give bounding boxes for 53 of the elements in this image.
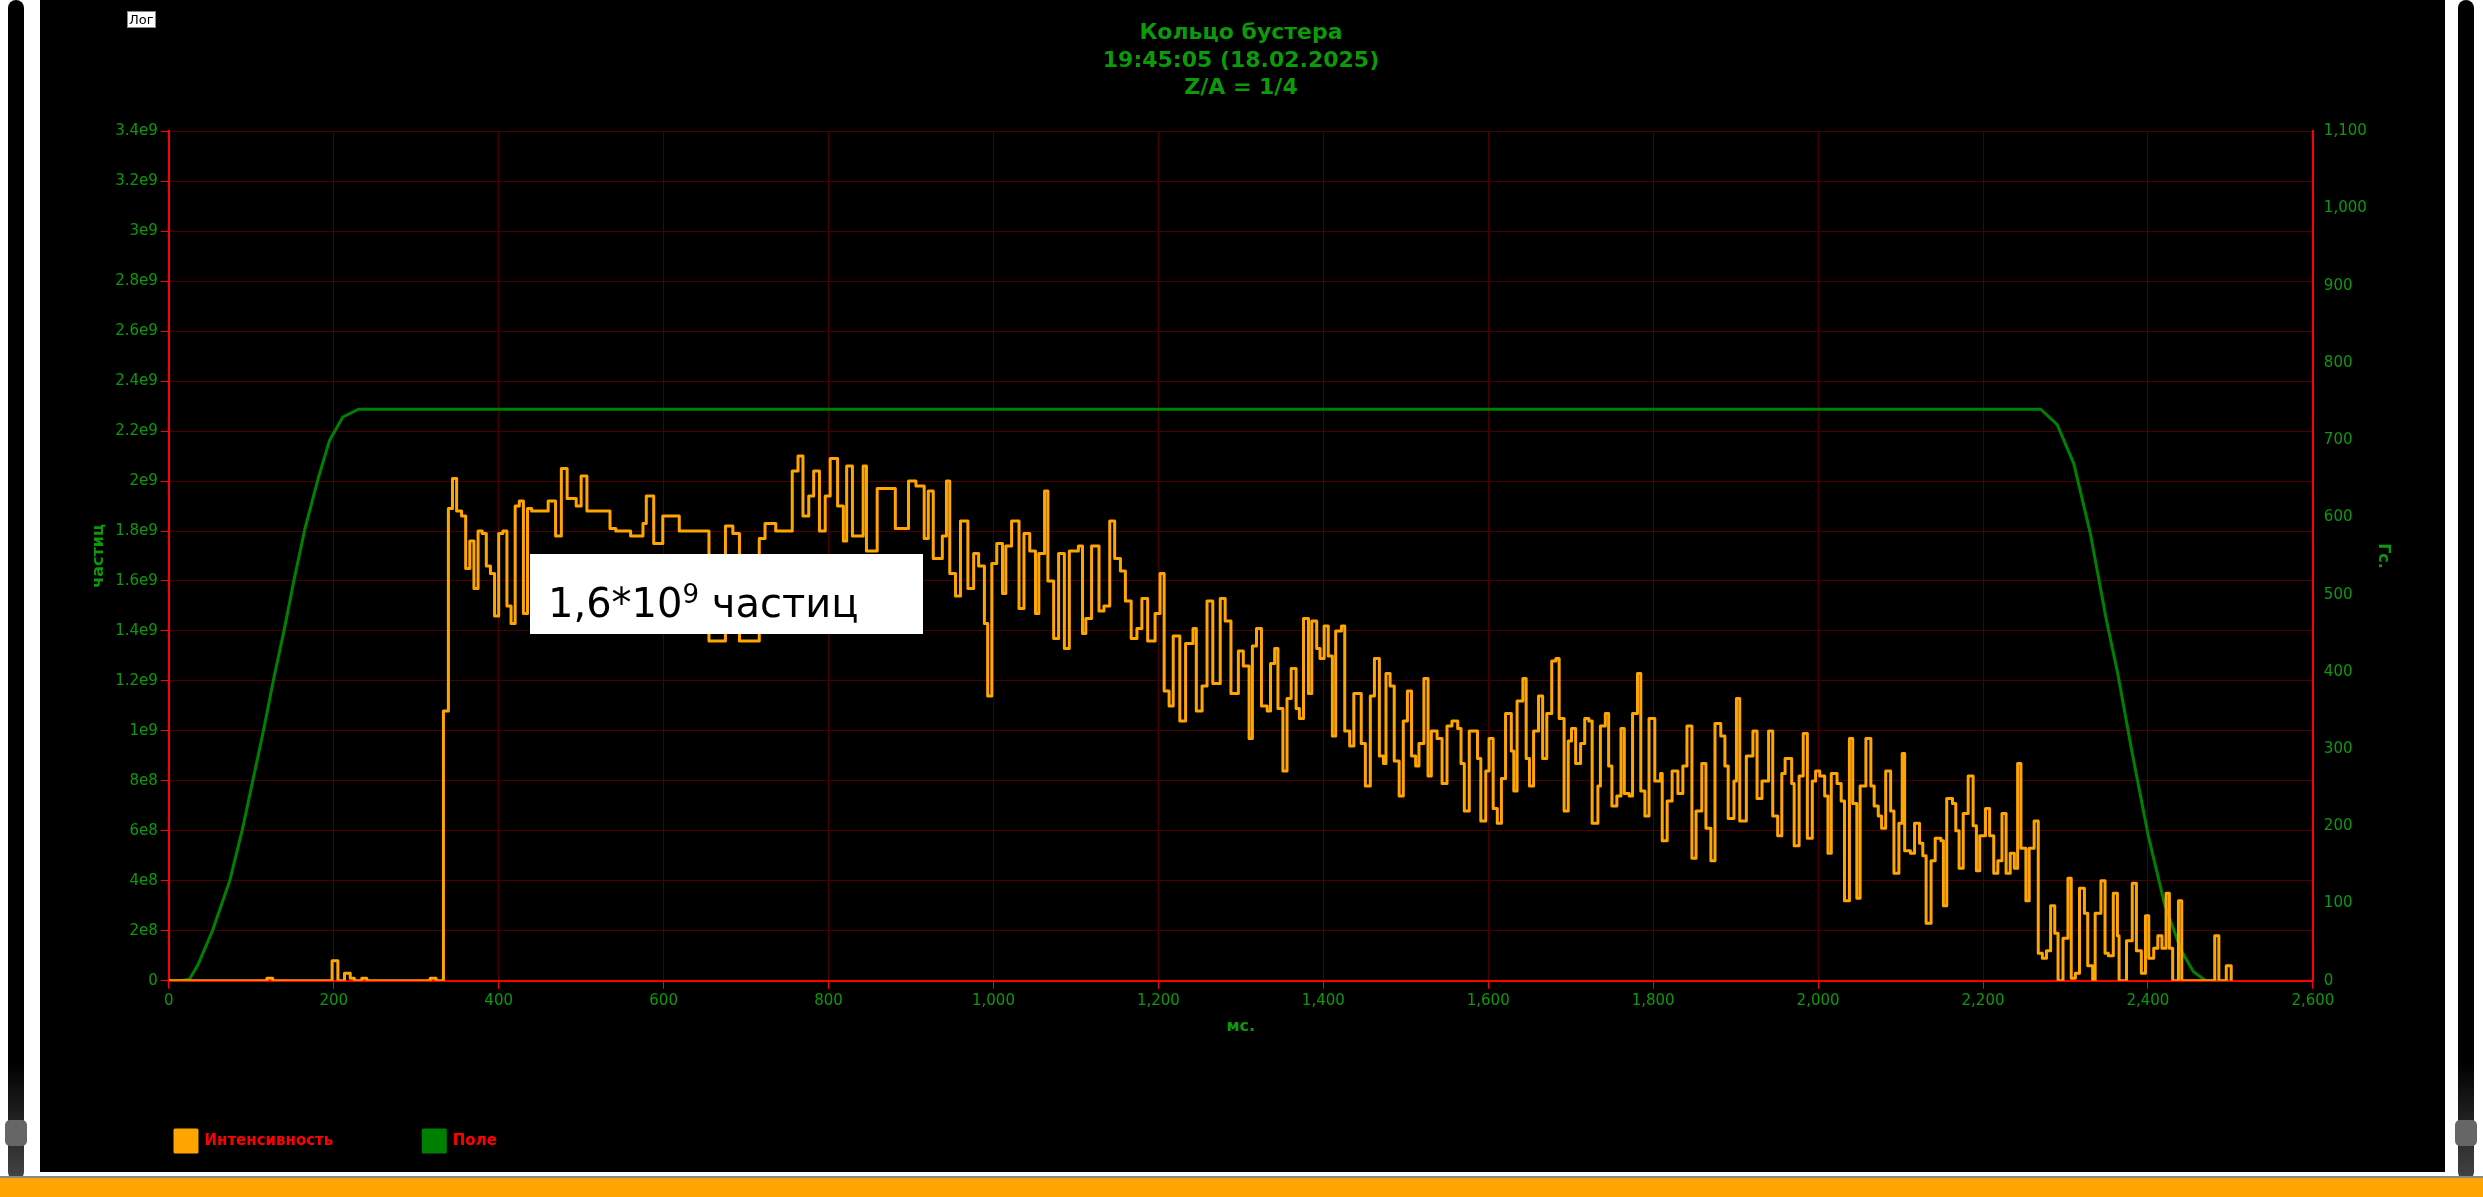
y-tick-label: 2.6e9 — [115, 321, 158, 339]
y-tick-label: 2e9 — [129, 470, 158, 489]
y-tick-label: 2.8e9 — [115, 271, 158, 290]
y-axis-title: частиц — [87, 524, 107, 588]
y-tick-label: 3.2e9 — [115, 171, 158, 190]
y2-tick-label: 100 — [2323, 893, 2353, 912]
x-tick-label: 1,600 — [1466, 990, 1510, 1009]
y-tick-label: 2.2e9 — [115, 420, 158, 439]
y2-tick-label: 900 — [2323, 275, 2353, 294]
y-tick-label: 4e8 — [129, 870, 158, 889]
x-tick-label: 400 — [484, 990, 513, 1009]
x-tick-label: 1,000 — [971, 990, 1015, 1009]
y-tick-label: 8e8 — [129, 770, 158, 789]
y-tick-label: 1.6e9 — [115, 570, 158, 589]
y2-axis-title: Гс. — [2375, 543, 2395, 569]
x-tick-label: 0 — [164, 990, 174, 1009]
y2-tick-label: 300 — [2323, 738, 2353, 757]
x-tick-label: 200 — [319, 990, 349, 1009]
x-tick-label: 2,600 — [2291, 990, 2335, 1009]
x-tick-label: 600 — [649, 990, 678, 1009]
y-tick-label: 1.8e9 — [115, 520, 158, 539]
text: Лог — [127, 11, 156, 28]
x-tick-label: 1,800 — [1631, 990, 1675, 1009]
y-tick-label: 2.4e9 — [115, 370, 158, 389]
annotation: 1,6*10$^{9}$ частиц — [530, 554, 923, 634]
y-tick-label: 3e9 — [129, 221, 158, 240]
legend-label: Поле — [452, 1130, 497, 1149]
y-tick-label: 1.4e9 — [115, 620, 158, 639]
y2-tick-label: 0 — [2323, 970, 2334, 989]
y-tick-label: 0 — [148, 970, 158, 989]
y2-tick-label: 600 — [2323, 507, 2353, 526]
x-axis-title: мс. — [1226, 1015, 1256, 1035]
x-tick-label: 1,400 — [1301, 990, 1345, 1009]
y2-tick-label: 200 — [2323, 816, 2353, 835]
legend-label: Интенсивность — [204, 1130, 334, 1149]
chart-subtitle: 19:45:05 (18.02.2025) Z/A = 1/4 — [1102, 47, 1380, 99]
y2-tick-label: 500 — [2323, 584, 2353, 603]
x-tick-label: 2,000 — [1796, 990, 1840, 1009]
y-tick-label: 2e8 — [129, 920, 158, 939]
chart-title: Кольцо бустера — [1139, 18, 1343, 44]
x-tick-label: 800 — [814, 990, 843, 1009]
y2-tick-label: 700 — [2323, 430, 2353, 449]
y2-tick-label: 1,100 — [2323, 121, 2367, 140]
y2-tick-label: 1,000 — [2323, 198, 2367, 217]
y-tick-label: 3.4e9 — [115, 121, 158, 140]
y-tick-label: 1.2e9 — [115, 670, 158, 689]
x-tick-label: 2,200 — [1961, 990, 2005, 1009]
x-tick-label: 2,400 — [2126, 990, 2170, 1009]
y2-tick-label: 800 — [2323, 352, 2353, 371]
y2-tick-label: 400 — [2323, 661, 2353, 680]
y-tick-label: 6e8 — [129, 820, 158, 839]
x-tick-label: 1,200 — [1136, 990, 1180, 1009]
y-tick-label: 1e9 — [129, 720, 158, 739]
